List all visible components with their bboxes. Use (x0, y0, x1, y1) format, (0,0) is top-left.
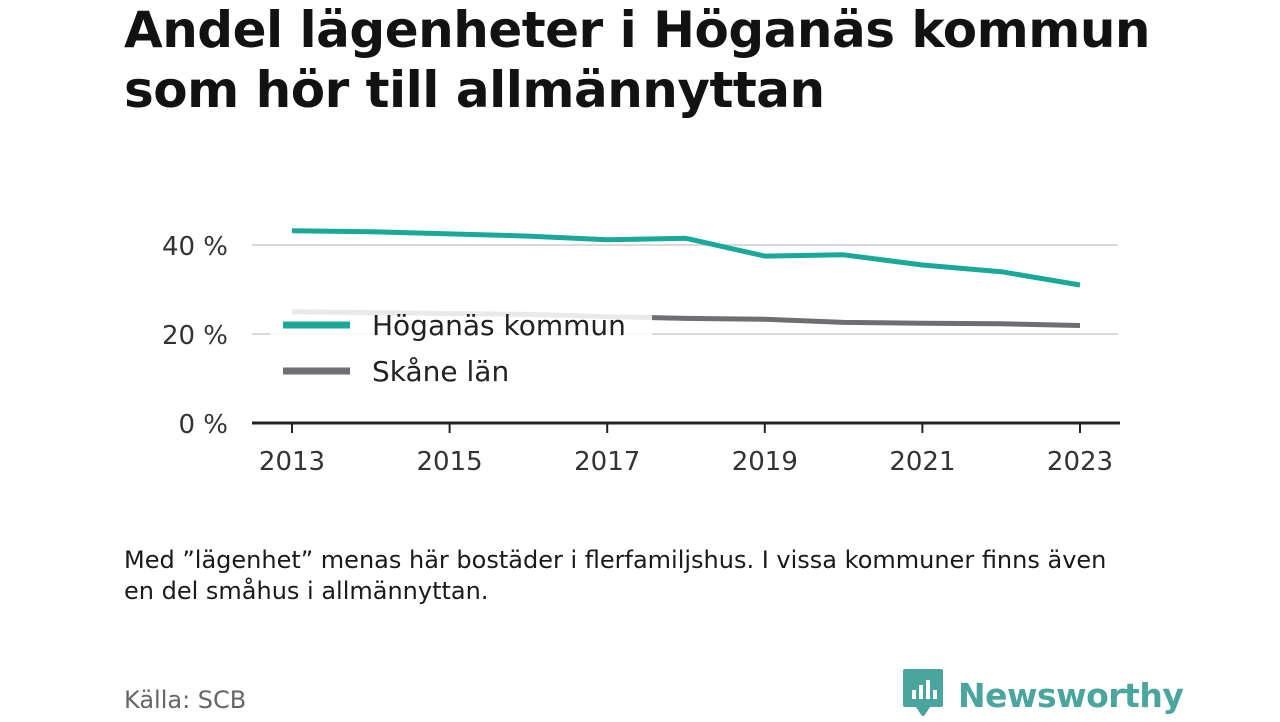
x-tick-label: 2013 (259, 447, 325, 477)
legend-label-0: Höganäs kommun (372, 309, 626, 342)
x-tick-label: 2017 (574, 447, 640, 477)
x-axis: 2013 2015 2017 2019 2021 2023 (252, 421, 1120, 477)
chart-title: Andel lägenheter i Höganäs kommun som hö… (124, 1, 1151, 119)
legend-label-1: Skåne län (372, 355, 509, 388)
legend: Höganäs kommun Skåne län (270, 303, 652, 388)
x-tick-label: 2015 (417, 447, 483, 477)
source-label: Källa: SCB (124, 686, 247, 714)
x-tick-label: 2023 (1047, 447, 1113, 477)
brand-logo[interactable]: Newsworthy (902, 668, 1184, 722)
chart-note: Med ”lägenhet” menas här bostäder i fler… (124, 546, 1107, 605)
y-tick-label: 0 % (178, 410, 228, 440)
y-tick-label: 40 % (162, 232, 228, 262)
y-axis-ticks: 0 % 20 % 40 % (162, 232, 228, 440)
series-line-0 (291, 228, 1081, 288)
newsworthy-logo-icon (902, 668, 944, 722)
y-tick-label: 20 % (162, 321, 228, 351)
brand-name: Newsworthy (958, 675, 1184, 715)
x-tick-label: 2021 (889, 447, 955, 477)
x-tick-label: 2019 (732, 447, 798, 477)
